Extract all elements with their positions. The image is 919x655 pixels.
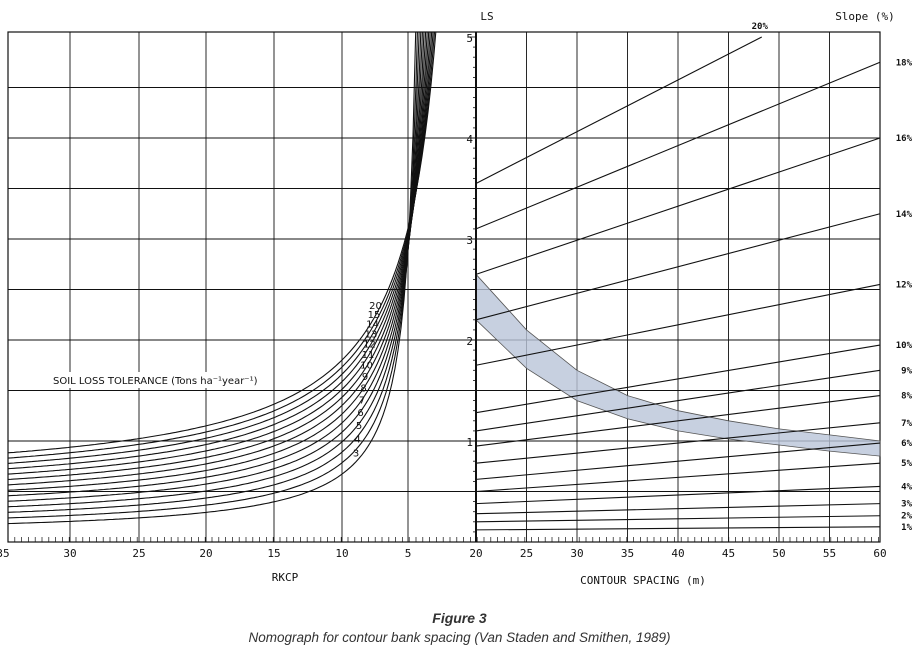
slope-label-11: 14% (896, 210, 913, 220)
slope-label-9: 10% (896, 341, 913, 351)
curve-label-11: 11 (362, 350, 375, 361)
slope-label-4: 5% (901, 459, 912, 469)
slope-label-2: 3% (901, 500, 912, 510)
slope-label-10: 12% (896, 280, 913, 290)
figure-title: Figure 3 (432, 610, 487, 626)
slope-label-8: 9% (901, 366, 912, 376)
slope-line-10 (475, 283, 881, 366)
figure-subtitle: Nomograph for contour bank spacing (Van … (248, 630, 671, 645)
spacing-axis-title: CONTOUR SPACING (m) (580, 574, 706, 587)
slope-label-6: 7% (901, 419, 912, 429)
curve-label-4: 4 (354, 434, 360, 445)
tolerance-curve-20 (7, 31, 437, 454)
ls-tick-label-5: 5 (466, 32, 473, 45)
tolerance-curve-12 (7, 31, 431, 475)
tolerance-curve-14 (7, 31, 434, 464)
slope-label-14: 20% (752, 22, 769, 32)
spacing-tick-label-40: 40 (671, 547, 684, 560)
curve-label-6: 6 (357, 408, 363, 419)
slope-line-4 (475, 462, 881, 493)
slope-line-6 (475, 422, 881, 464)
nomograph: 1%2%3%4%5%6%7%8%9%10%12%14%16%18%20%3456… (0, 10, 913, 587)
tolerance-curve-6 (7, 31, 422, 508)
curve-label-5: 5 (356, 421, 362, 432)
curve-label-8: 8 (360, 383, 366, 394)
slope-line-2 (475, 503, 881, 515)
curve-label-12: 12 (363, 340, 376, 351)
slope-line-0 (475, 526, 881, 531)
tolerance-curve-9 (7, 31, 427, 491)
curve-label-10: 10 (360, 361, 373, 372)
plot-frame (7, 31, 881, 543)
curve-label-20: 20 (369, 301, 382, 312)
shaded-band-layer (475, 273, 881, 457)
tolerance-curve-7 (7, 31, 423, 502)
rkcp-tick-label-0: 35 (0, 547, 10, 560)
rkcp-tick-label-6: 5 (405, 547, 412, 560)
slope-legend-title: Slope (%) (835, 10, 895, 23)
text-labels: 1%2%3%4%5%6%7%8%9%10%12%14%16%18%20%3456… (0, 10, 913, 587)
slope-label-3: 4% (901, 482, 912, 492)
spacing-tick-label-35: 35 (621, 547, 634, 560)
ls-tick-label-4: 4 (466, 133, 473, 146)
ls-axis (468, 32, 477, 543)
curve-label-7: 7 (359, 395, 365, 406)
ls-axis-title: LS (480, 10, 493, 23)
rkcp-axis-title: RKCP (272, 571, 299, 584)
tick-marks (7, 537, 879, 542)
curve-label-9: 9 (362, 372, 368, 383)
rkcp-tick-label-1: 30 (63, 547, 76, 560)
spacing-tick-label-50: 50 (772, 547, 785, 560)
rkcp-tick-label-7: 20 (469, 547, 482, 560)
slope-label-0: 1% (901, 523, 912, 533)
slope-line-1 (475, 515, 881, 523)
slope-line-12 (475, 137, 881, 275)
rkcp-tick-label-4: 15 (267, 547, 280, 560)
rkcp-tick-label-5: 10 (335, 547, 348, 560)
spacing-tick-label-45: 45 (722, 547, 735, 560)
slope-label-13: 18% (896, 58, 913, 68)
slope-label-7: 8% (901, 392, 912, 402)
grid-lines (7, 31, 881, 543)
tolerance-curve-13 (7, 31, 433, 470)
slope-line-3 (475, 485, 881, 505)
rkcp-tick-label-2: 25 (132, 547, 145, 560)
curve-label-14: 14 (366, 320, 379, 331)
tolerance-curve-5 (7, 31, 420, 513)
tolerance-curve-8 (7, 31, 425, 497)
ls-tick-label-1: 1 (466, 436, 473, 449)
tolerance-curve-3 (7, 31, 417, 525)
slope-label-12: 16% (896, 134, 913, 144)
slope-line-14 (475, 36, 763, 184)
ls-tick-label-2: 2 (466, 335, 473, 348)
tolerance-curve-11 (7, 31, 430, 480)
curve-label-3: 3 (353, 449, 359, 460)
slope-line-7 (475, 395, 881, 447)
spacing-tick-label-60: 60 (873, 547, 886, 560)
slope-line-8 (475, 369, 881, 432)
tolerance-label: SOIL LOSS TOLERANCE (Tons ha⁻¹year⁻¹) (53, 376, 258, 387)
slope-lines (475, 36, 881, 531)
tolerance-curve-4 (7, 31, 418, 519)
shaded-band (475, 273, 881, 457)
slope-line-11 (475, 213, 881, 321)
slope-line-9 (475, 344, 881, 414)
ls-tick-label-3: 3 (466, 234, 473, 247)
slope-label-1: 2% (901, 512, 912, 522)
slope-line-13 (475, 61, 881, 230)
slope-label-5: 6% (901, 439, 912, 449)
tolerance-curve-15 (7, 31, 436, 459)
tolerance-label-bg (50, 372, 272, 388)
slope-line-5 (475, 442, 881, 480)
curve-label-13: 13 (365, 329, 378, 340)
curve-label-15: 15 (368, 310, 381, 321)
tolerance-curve-10 (7, 31, 428, 486)
tolerance-curves (7, 31, 437, 525)
rkcp-tick-label-3: 20 (199, 547, 212, 560)
spacing-tick-label-25: 25 (520, 547, 533, 560)
spacing-tick-label-30: 30 (570, 547, 583, 560)
spacing-tick-label-55: 55 (823, 547, 836, 560)
